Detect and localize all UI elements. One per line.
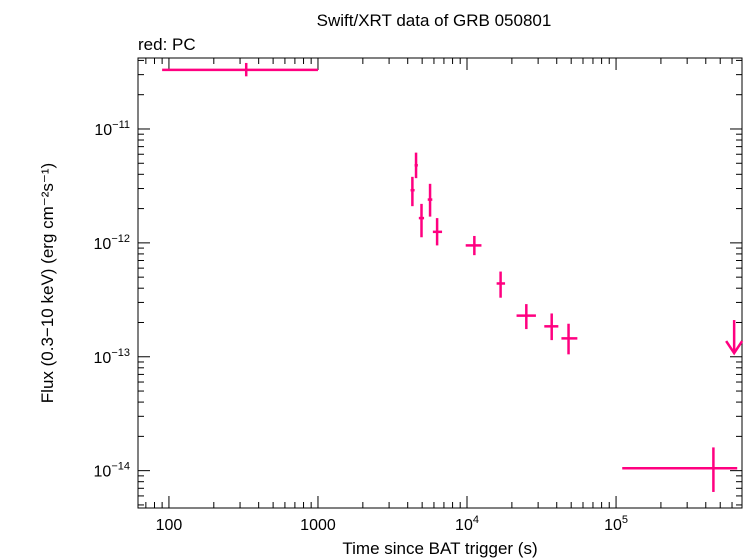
y-tick-label: 10−13 [94,347,130,367]
y-tick-label-base: 10 [94,122,112,139]
y-tick-label-exponent: −12 [111,233,130,245]
data-point [427,183,433,217]
x-tick-label: 1000 [300,517,336,534]
data-marks [162,62,744,492]
x-tick-labels: 100 1000 104 105 [156,514,628,534]
y-tick-label: 10−12 [94,233,130,253]
x-tick-label-exponent: 4 [473,514,479,526]
data-point [496,271,506,298]
data-point [544,313,559,341]
chart-subtitle: red: PC [138,35,196,54]
data-point [465,235,482,256]
y-tick-label: 10−14 [94,461,130,481]
y-tick-label-base: 10 [94,350,112,367]
x-tick-label-exponent: 5 [622,514,628,526]
y-axis-label: Flux (0.3−10 keV) (erg cm⁻²s⁻¹) [38,163,57,403]
x-tick-label-base: 10 [455,517,473,534]
y-tick-label-exponent: −13 [111,347,130,359]
data-point [414,152,418,179]
y-tick-label-exponent: −11 [112,119,130,131]
data-point [410,176,415,207]
x-tick-label: 104 [455,514,479,534]
y-tick-label-base: 10 [94,464,112,481]
plot-frame [137,57,743,509]
axis-ticks [138,58,743,508]
data-point [561,323,578,355]
x-tick-label: 100 [156,517,183,534]
upper-limit-head [725,340,744,356]
data-point [162,62,318,77]
data-point [516,304,536,330]
upper-limit-arrow [725,320,744,356]
data-point [622,447,738,492]
y-tick-label: 10−11 [94,119,130,139]
data-point [432,218,443,246]
x-tick-label: 105 [604,514,628,534]
x-tick-label-base: 10 [604,517,622,534]
data-point [418,203,425,238]
chart-title: Swift/XRT data of GRB 050801 [317,11,552,30]
x-axis-label: Time since BAT trigger (s) [342,539,537,558]
y-tick-label-exponent: −14 [111,461,130,473]
y-tick-label-base: 10 [94,236,112,253]
